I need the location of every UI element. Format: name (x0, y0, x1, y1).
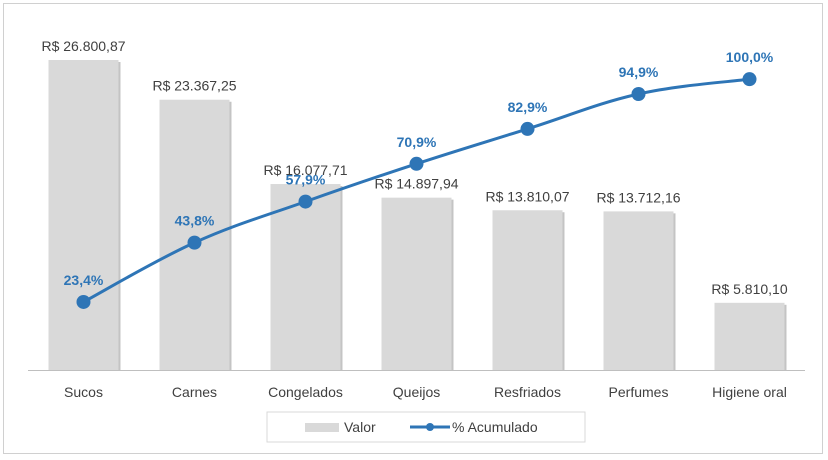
category-label-2: Congelados (268, 384, 343, 400)
bar-value-label-4: R$ 13.810,07 (485, 188, 569, 204)
percent-label-4: 82,9% (508, 99, 548, 115)
category-label-6: Higiene oral (712, 384, 787, 400)
category-labels-layer: Sucos Carnes Congelados Queijos Resfriados Pe… (64, 384, 787, 400)
percent-label-6: 100,0% (726, 49, 774, 65)
line-points-layer (76, 72, 757, 309)
percent-label-1: 43,8% (175, 213, 215, 229)
line-point-4 (520, 121, 535, 136)
line-point-6 (742, 72, 757, 87)
percent-labels-layer: 23,4% 43,8% 57,9% 70,9% 82,9% 94,9% 100,0% (64, 49, 774, 288)
percent-label-5: 94,9% (619, 64, 659, 80)
percent-label-3: 70,9% (397, 134, 437, 150)
bar-1 (159, 99, 230, 370)
line-point-2 (298, 194, 313, 209)
bar-value-label-5: R$ 13.712,16 (596, 189, 680, 205)
bar-4 (492, 210, 563, 370)
bar-value-label-2: R$ 16.077,71 (263, 162, 347, 178)
bar-5 (603, 211, 674, 370)
legend-bar-swatch (305, 423, 339, 432)
bar-3 (381, 197, 452, 370)
bar-value-label-1: R$ 23.367,25 (152, 78, 236, 94)
percent-label-2: 57,9% (286, 172, 326, 188)
bars-layer (48, 60, 787, 371)
category-label-5: Perfumes (609, 384, 669, 400)
bar-value-label-0: R$ 26.800,87 (41, 38, 125, 54)
category-label-0: Sucos (64, 384, 103, 400)
bar-6 (714, 302, 785, 370)
percent-label-0: 23,4% (64, 272, 104, 288)
legend-bar-label: Valor (344, 419, 376, 435)
category-label-3: Queijos (393, 384, 440, 400)
bar-value-label-3: R$ 14.897,94 (374, 176, 458, 192)
category-label-4: Resfriados (494, 384, 561, 400)
line-point-0 (76, 294, 91, 309)
bar-0 (48, 60, 119, 371)
bar-2 (270, 184, 341, 370)
legend-line-label: % Acumulado (452, 419, 538, 435)
bar-labels-layer: R$ 26.800,87 R$ 23.367,25 R$ 16.077,71 R$ 1… (41, 38, 787, 297)
bar-value-label-6: R$ 5.810,10 (711, 281, 787, 297)
line-point-1 (187, 235, 202, 250)
line-point-3 (409, 156, 424, 171)
legend: Valor % Acumulado (266, 411, 586, 443)
legend-line-marker (426, 423, 434, 431)
line-point-5 (631, 86, 646, 101)
category-label-1: Carnes (172, 384, 217, 400)
